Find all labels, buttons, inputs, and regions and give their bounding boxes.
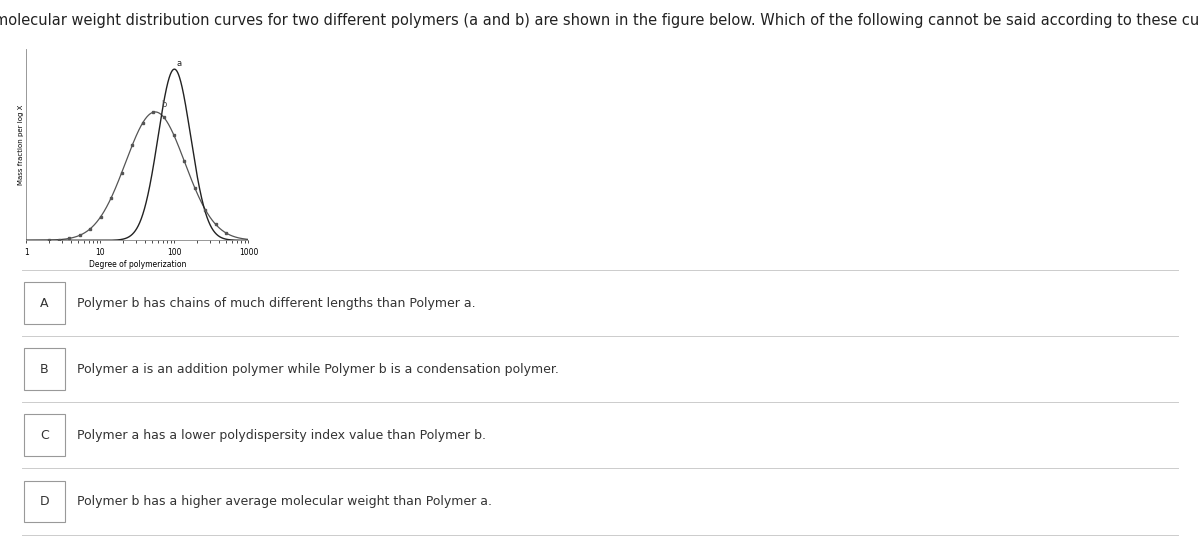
Text: C: C	[40, 429, 49, 442]
Text: Polymer b has a higher average molecular weight than Polymer a.: Polymer b has a higher average molecular…	[77, 495, 492, 508]
Text: D: D	[40, 495, 49, 508]
Text: A: A	[40, 296, 49, 309]
Text: The molecular weight distribution curves for two different polymers (a and b) ar: The molecular weight distribution curves…	[0, 14, 1200, 29]
Text: Polymer a has a lower polydispersity index value than Polymer b.: Polymer a has a lower polydispersity ind…	[77, 429, 486, 442]
Y-axis label: Mass fraction per log X: Mass fraction per log X	[18, 104, 24, 185]
X-axis label: Degree of polymerization: Degree of polymerization	[89, 260, 186, 269]
Text: B: B	[40, 363, 49, 376]
Text: b: b	[161, 100, 167, 109]
Text: Polymer a is an addition polymer while Polymer b is a condensation polymer.: Polymer a is an addition polymer while P…	[77, 363, 559, 376]
Text: Polymer b has chains of much different lengths than Polymer a.: Polymer b has chains of much different l…	[77, 296, 475, 309]
Text: a: a	[176, 59, 181, 68]
